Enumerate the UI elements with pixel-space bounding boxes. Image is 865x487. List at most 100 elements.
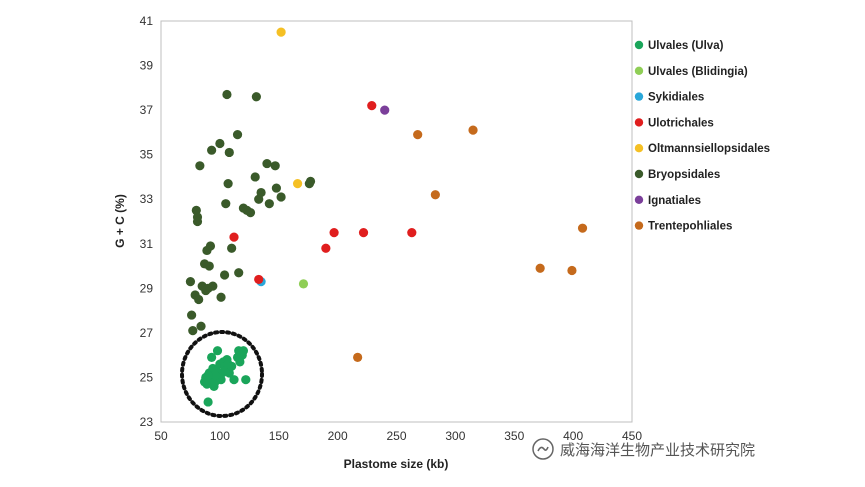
y-tick-label: 41	[140, 14, 154, 28]
legend-marker	[634, 40, 644, 50]
data-point	[577, 223, 588, 233]
legend-marker	[634, 92, 644, 101]
legend-label: Oltmannsiellopsidales	[648, 143, 770, 155]
x-tick-label: 150	[269, 429, 289, 443]
data-points	[185, 27, 588, 407]
data-point	[210, 370, 220, 380]
data-point	[413, 130, 423, 140]
data-point	[270, 161, 280, 171]
data-point	[188, 326, 198, 336]
x-tick-label: 400	[563, 429, 583, 443]
x-tick-label: 350	[504, 429, 524, 443]
data-point	[204, 261, 214, 271]
data-point	[256, 187, 266, 198]
data-point	[298, 279, 309, 289]
data-point	[407, 228, 417, 238]
data-point	[380, 105, 390, 115]
data-point	[276, 27, 286, 37]
watermark-text: 威海海洋生物产业技术研究院	[560, 440, 756, 459]
data-point	[468, 125, 478, 135]
legend-marker	[634, 66, 644, 76]
x-tick-label: 300	[445, 429, 465, 443]
data-point	[203, 370, 213, 380]
data-point	[203, 397, 213, 407]
data-point	[271, 183, 281, 193]
data-point	[195, 161, 205, 171]
legend-label: Ignatiales	[648, 195, 701, 207]
x-tick-label: 200	[328, 429, 348, 443]
data-point	[358, 228, 369, 238]
legend-marker	[634, 144, 644, 153]
dashed-cluster-circle	[180, 330, 264, 418]
data-point	[329, 228, 339, 238]
data-point	[535, 263, 545, 273]
data-point	[305, 176, 316, 186]
x-axis-title: Plastome size (kb)	[344, 457, 449, 471]
data-point	[227, 361, 237, 371]
data-point	[292, 179, 303, 189]
data-point	[238, 346, 249, 356]
legend-marker	[634, 221, 644, 230]
data-point	[250, 172, 260, 182]
legend: Ulvales (Ulva) Ulvales (Blidingia) Sykidia…	[634, 40, 770, 233]
data-point	[187, 310, 197, 320]
data-point	[215, 138, 225, 149]
data-point	[254, 274, 264, 285]
data-point	[219, 270, 230, 280]
legend-label: Ulotrichales	[648, 117, 714, 129]
data-point	[194, 294, 204, 305]
data-point	[367, 101, 377, 111]
legend-marker	[634, 169, 644, 179]
data-point	[207, 352, 217, 362]
legend-label: Ulvales (Ulva)	[648, 40, 724, 52]
data-point	[245, 207, 256, 218]
data-point	[224, 147, 234, 158]
data-point	[251, 92, 261, 102]
data-point	[185, 277, 196, 287]
data-point	[229, 232, 239, 242]
legend-label: Bryopsidales	[648, 169, 720, 181]
data-point	[321, 243, 331, 253]
data-point	[229, 375, 239, 385]
data-point	[276, 192, 286, 202]
data-point	[262, 158, 272, 169]
y-tick-labels: 23 25 27 29 31 33 35 37 39 41	[140, 14, 154, 429]
legend-label: Trentepohliales	[648, 221, 732, 233]
y-tick-label: 39	[140, 59, 154, 73]
data-point	[234, 268, 244, 278]
data-point	[232, 130, 243, 140]
wechat-logo-icon	[532, 438, 554, 460]
y-tick-label: 23	[140, 415, 154, 429]
data-point	[353, 352, 363, 362]
data-point	[567, 265, 577, 276]
data-point	[221, 199, 231, 209]
data-point	[196, 321, 206, 331]
data-point	[212, 346, 223, 356]
data-point	[223, 179, 233, 189]
y-tick-label: 27	[140, 326, 154, 340]
y-tick-label: 31	[140, 237, 154, 251]
legend-label: Sykidiales	[648, 92, 704, 104]
x-tick-label: 50	[154, 429, 168, 443]
data-point	[192, 216, 203, 227]
legend-marker	[634, 195, 644, 204]
data-point	[430, 190, 440, 200]
legend-label: Ulvales (Blidingia)	[648, 66, 748, 78]
x-tick-labels: 50 100 150 200 250 300 350 400 450	[154, 429, 642, 443]
data-point	[216, 292, 226, 302]
data-point	[207, 145, 217, 155]
data-point	[227, 243, 237, 253]
ulva-cluster-highlight	[180, 330, 264, 418]
data-point	[222, 89, 232, 100]
y-axis-title: G + C (%)	[113, 194, 127, 248]
legend-marker	[634, 118, 644, 127]
data-point	[208, 281, 218, 291]
watermark: 威海海洋生物产业技术研究院	[532, 438, 755, 460]
x-tick-label: 100	[210, 429, 230, 443]
y-tick-label: 35	[140, 148, 154, 162]
data-point	[241, 375, 251, 385]
y-tick-label: 25	[140, 370, 154, 384]
y-tick-label: 29	[140, 281, 154, 295]
y-tick-label: 33	[140, 192, 154, 206]
